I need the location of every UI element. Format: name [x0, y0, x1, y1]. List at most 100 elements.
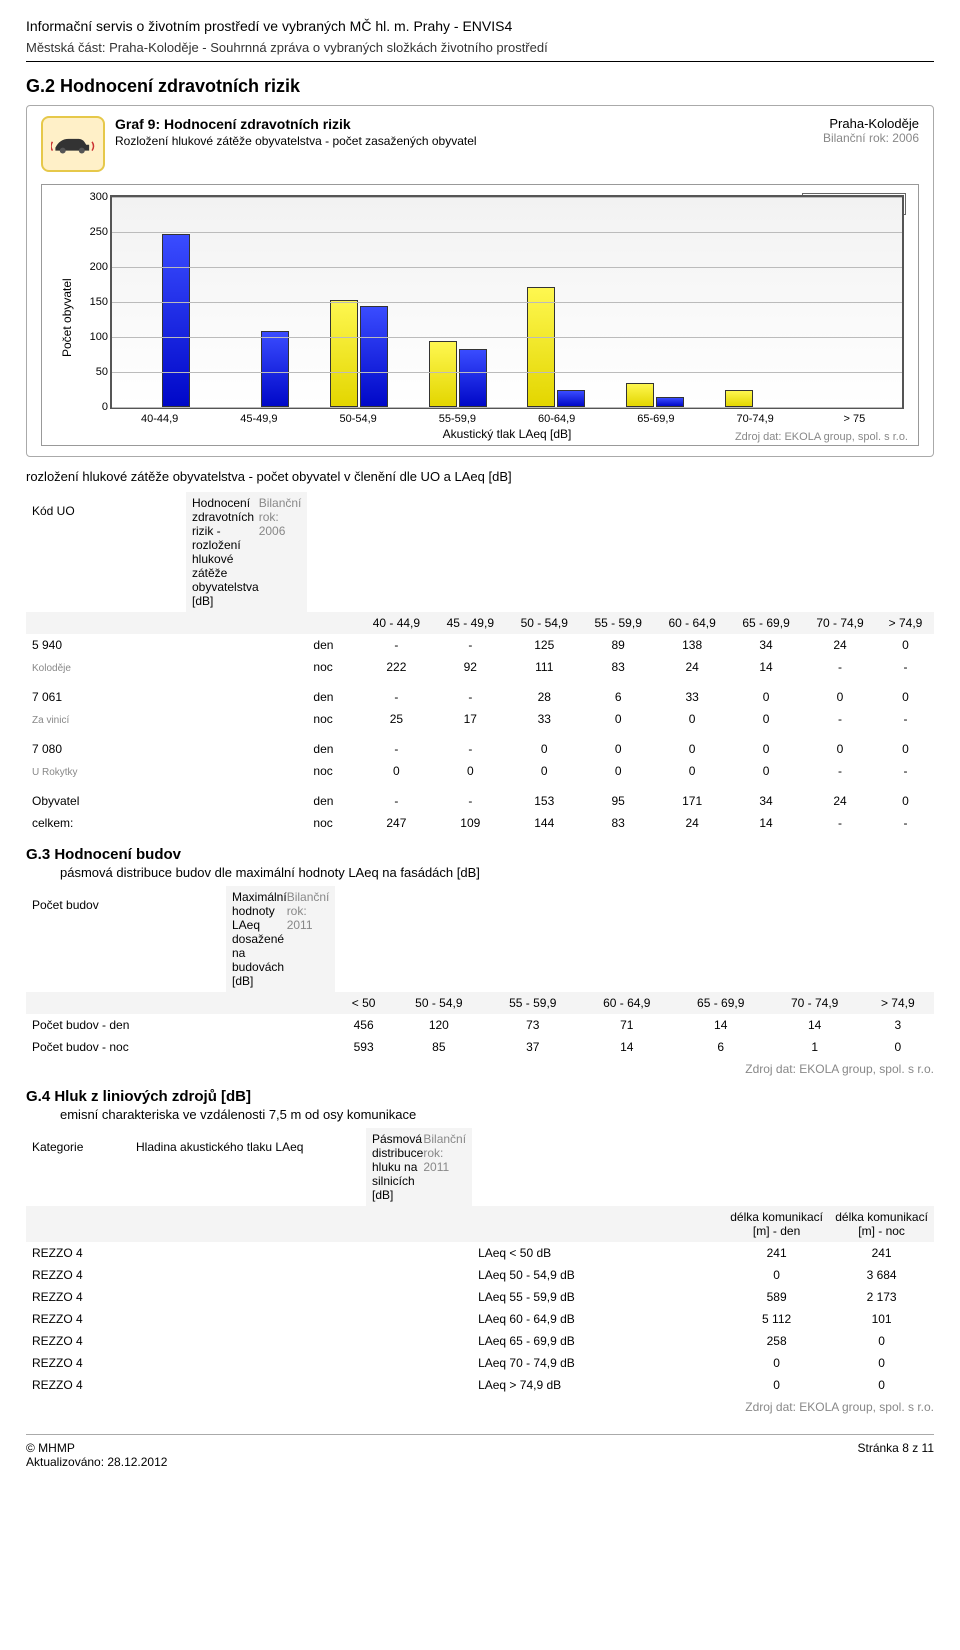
- val: -: [433, 686, 507, 708]
- chart-xticks: 40-44,945-49,950-54,955-59,960-64,965-69…: [110, 413, 904, 425]
- val: 0: [877, 686, 934, 708]
- val: -: [433, 738, 507, 760]
- val: 0: [862, 1036, 934, 1058]
- val: 17: [433, 708, 507, 730]
- val: -: [877, 656, 934, 678]
- section-g3-sub: pásmová distribuce budov dle maximální h…: [60, 865, 934, 880]
- val: -: [433, 634, 507, 656]
- val: 247: [359, 812, 433, 834]
- col-header: 40 - 44,9: [359, 612, 433, 634]
- val-noc: 2 173: [829, 1286, 934, 1308]
- val: 120: [392, 1014, 486, 1036]
- page: Informační servis o životním prostředí v…: [0, 0, 960, 1479]
- total-label2: celkem:: [26, 812, 307, 834]
- chart-year: Bilanční rok: 2006: [823, 131, 919, 145]
- g2-table-caption: rozložení hlukové zátěže obyvatelstva - …: [26, 469, 934, 484]
- bar-noc: [261, 331, 289, 407]
- val: 0: [655, 738, 729, 760]
- col-header: 55 - 59,9: [486, 992, 580, 1014]
- val-noc: 101: [829, 1308, 934, 1330]
- footer-left: © MHMP Aktualizováno: 28.12.2012: [26, 1441, 167, 1469]
- val: -: [803, 656, 877, 678]
- val: 0: [803, 738, 877, 760]
- hlad: LAeq 50 - 54,9 dB: [472, 1264, 724, 1286]
- uo-code: 5 940: [26, 634, 307, 656]
- val: 138: [655, 634, 729, 656]
- xtick: 65-69,9: [606, 413, 705, 425]
- val: 89: [581, 634, 655, 656]
- row-noc-label: noc: [307, 656, 359, 678]
- val-noc: 0: [829, 1330, 934, 1352]
- row-noc-label: noc: [307, 760, 359, 782]
- val: -: [877, 760, 934, 782]
- chart-plot: den noc Počet obyvatel 05010015020025030…: [41, 184, 919, 446]
- blank: [472, 1206, 724, 1242]
- chart-subtitle: Rozložení hlukové zátěže obyvatelstva - …: [115, 134, 823, 148]
- val: 0: [729, 760, 803, 782]
- chart-yticks: 050100150200250300: [76, 197, 108, 407]
- val-den: 0: [724, 1264, 829, 1286]
- val: -: [433, 790, 507, 812]
- doc-title: Informační servis o životním prostředí v…: [26, 18, 934, 34]
- val-noc: 3 684: [829, 1264, 934, 1286]
- val: 85: [392, 1036, 486, 1058]
- val: 14: [674, 1014, 768, 1036]
- val-den: 258: [724, 1330, 829, 1352]
- val: 125: [507, 634, 581, 656]
- col-header: 65 - 69,9: [674, 992, 768, 1014]
- g3-group-header-text: Maximální hodnoty LAeq dosažené na budov…: [232, 890, 287, 988]
- col-header: délka komunikací [m] - noc: [829, 1206, 934, 1242]
- blank: [26, 1206, 472, 1242]
- val: 33: [507, 708, 581, 730]
- val: 111: [507, 656, 581, 678]
- val: 14: [729, 656, 803, 678]
- bar-noc: [459, 349, 487, 407]
- xtick: 50-54,9: [309, 413, 408, 425]
- val: 34: [729, 634, 803, 656]
- val: 0: [877, 634, 934, 656]
- row-label: Počet budov - den: [26, 1014, 335, 1036]
- val: 0: [581, 708, 655, 730]
- val: -: [877, 708, 934, 730]
- g4-col-hlad: Hladina akustického tlaku LAeq: [136, 1140, 303, 1154]
- g4-year-label: Bilanční rok: 2011: [423, 1132, 466, 1202]
- xtick: > 75: [805, 413, 904, 425]
- col-header: > 74,9: [862, 992, 934, 1014]
- bar-den: [725, 390, 753, 407]
- val: 73: [486, 1014, 580, 1036]
- row-den-label: den: [307, 738, 359, 760]
- col-header: 60 - 64,9: [655, 612, 729, 634]
- kat: REZZO 4: [26, 1374, 472, 1396]
- val-den: 241: [724, 1242, 829, 1264]
- kod-label: Kód UO: [32, 504, 75, 518]
- xtick: 45-49,9: [209, 413, 308, 425]
- val: 33: [655, 686, 729, 708]
- val: 222: [359, 656, 433, 678]
- val: 83: [581, 656, 655, 678]
- g4-table: Kategorie Hladina akustického tlaku LAeq P…: [26, 1128, 934, 1396]
- col-header: 70 - 74,9: [803, 612, 877, 634]
- g2-table: Kód UOHodnocení zdravotních rizik - rozl…: [26, 492, 934, 834]
- doc-subtitle: Městská část: Praha-Koloděje - Souhrnná …: [26, 40, 934, 55]
- val: 0: [877, 790, 934, 812]
- kat: REZZO 4: [26, 1352, 472, 1374]
- val-noc: 0: [829, 1352, 934, 1374]
- chart-ylabel: Počet obyvatel: [56, 195, 74, 441]
- val: 14: [768, 1014, 862, 1036]
- val: 171: [655, 790, 729, 812]
- g4-col-kat: Kategorie: [32, 1140, 83, 1154]
- car-noise-icon: [41, 116, 105, 172]
- col-header: 55 - 59,9: [581, 612, 655, 634]
- val: 0: [359, 760, 433, 782]
- hlad: LAeq 55 - 59,9 dB: [472, 1286, 724, 1308]
- val: 593: [335, 1036, 391, 1058]
- val: -: [359, 790, 433, 812]
- g2-year-label: Bilanční rok: 2006: [259, 496, 302, 608]
- xtick: 55-59,9: [408, 413, 507, 425]
- val: 6: [674, 1036, 768, 1058]
- col-header: 65 - 69,9: [729, 612, 803, 634]
- g4-group-header-text: Pásmová distribuce hluku na silnicích [d…: [372, 1132, 423, 1202]
- bar-den: [626, 383, 654, 407]
- kat: REZZO 4: [26, 1286, 472, 1308]
- col-header: < 50: [335, 992, 391, 1014]
